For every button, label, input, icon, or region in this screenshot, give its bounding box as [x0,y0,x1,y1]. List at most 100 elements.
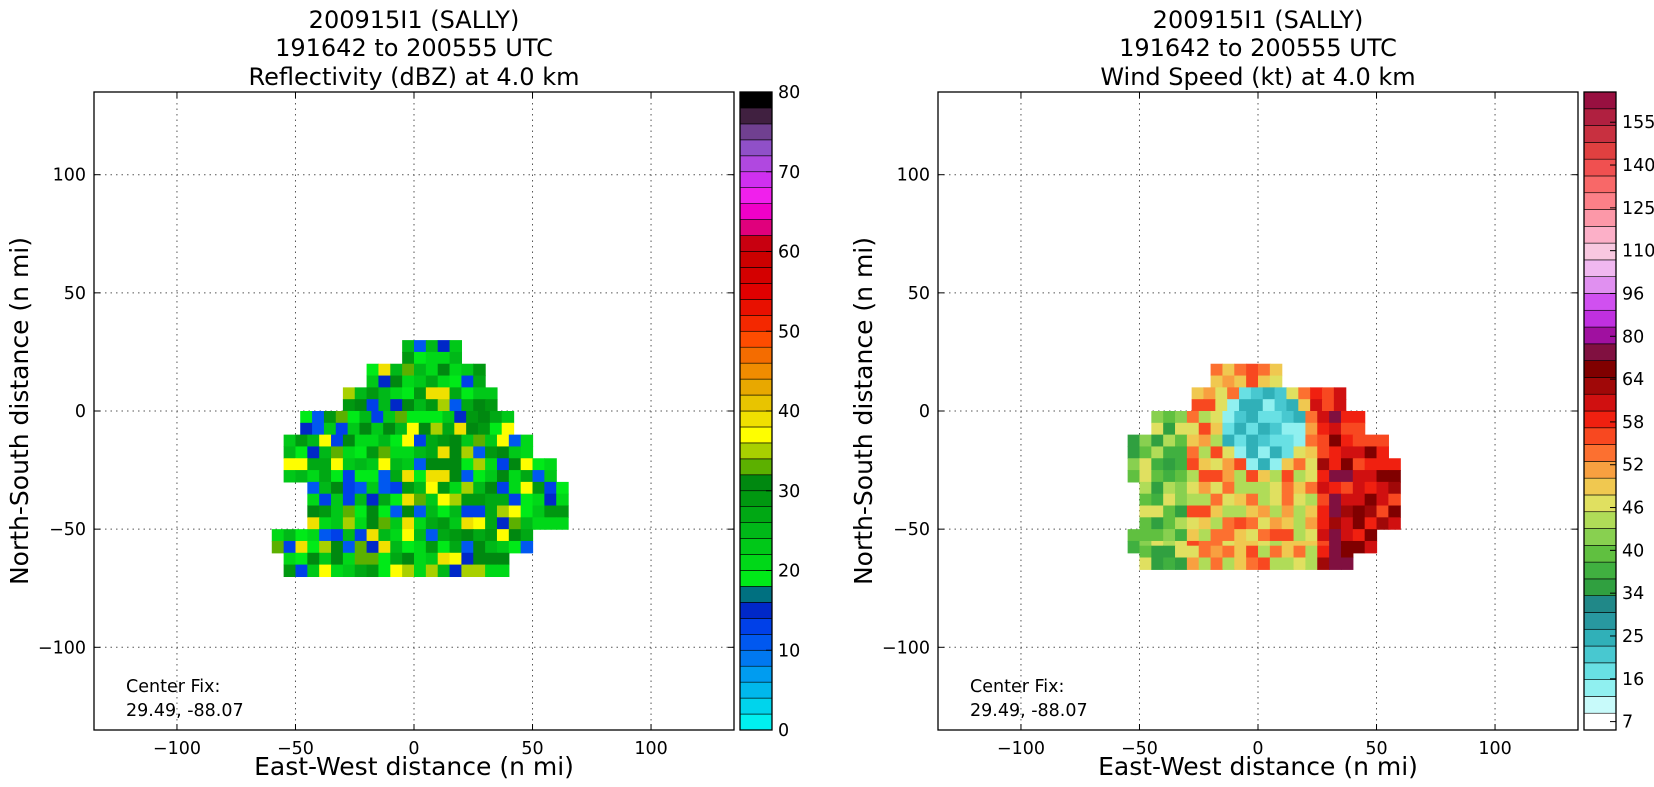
field-cell [1281,470,1295,483]
field-cell [1274,387,1288,400]
field-cell [1203,387,1216,400]
field-cell [1269,363,1283,377]
field-cell [437,387,451,400]
field-cell [1364,458,1378,471]
field-cell [1340,470,1354,483]
field-cell [414,399,427,412]
field-cell [319,493,332,507]
field-cell [378,446,391,459]
field-cell [437,529,451,542]
field-cell [1376,505,1389,518]
field-cell [1388,458,1401,471]
reflectivity-colorbar: 0 10 20 30 40 50 60 70 80 [739,83,800,741]
field-cell [430,411,444,424]
field-cell [1127,529,1141,542]
colorbar-segment [739,235,773,252]
field-cell [520,470,534,483]
y-ticks: −100 −50 0 50 100 [38,166,734,658]
field-cell [520,434,534,448]
colorbar-segment [1583,528,1617,546]
field-cell [1175,517,1188,530]
field-cell [466,411,479,424]
field-cell [1340,529,1354,542]
field-cell [342,517,356,530]
title-line-2: 191642 to 200555 UTC [1119,34,1397,62]
field-cell [402,375,415,388]
wind-speed-panel: 200915I1 (SALLY) 191642 to 200555 UTC Wi… [849,6,1654,781]
field-cell [402,446,415,459]
field-cell [520,481,534,495]
colorbar-segment [739,139,773,157]
colorbar-tick-label: 60 [778,243,800,263]
field-cell [1239,399,1252,412]
field-cell [378,564,391,578]
x-ticks: −100 −50 0 50 100 [997,92,1512,759]
colorbar-segment [1583,461,1617,479]
field-cell [1317,458,1330,471]
field-cell [1246,505,1259,518]
field-cell [307,540,320,554]
colorbar-tick-label: 64 [1622,370,1644,390]
field-cell [1317,434,1330,448]
field-cell [342,434,356,448]
title-line-3: Reflectivity (dBZ) at 4.0 km [249,63,580,91]
colorbar-segment [739,618,773,635]
field-cell [312,411,325,424]
field-cell [390,481,403,495]
field-cell [1281,493,1295,507]
colorbar-segment [739,681,773,699]
field-cell [402,387,415,400]
field-cell [1246,446,1259,459]
field-cell [466,422,479,436]
field-cell [295,434,308,448]
field-cell [501,411,515,424]
x-tick-label: −100 [997,739,1045,759]
field-cell [414,470,427,483]
field-cell [449,434,463,448]
field-cell [402,505,415,518]
colorbar-segment [739,442,773,460]
field-cell [1269,545,1283,559]
field-cell [366,564,380,578]
field-cell [1175,529,1188,542]
field-cell [1364,481,1378,495]
colorbar-tick-label: 30 [778,482,800,502]
field-cell [300,411,313,424]
colorbar-segment [1583,410,1617,429]
field-cell [1258,470,1271,483]
field-cell [449,564,463,578]
field-cell [1191,387,1205,400]
field-cell [532,470,545,483]
field-cell [1376,517,1389,530]
field-cell [414,387,427,400]
field-cell [1222,363,1235,377]
field-cell [1246,557,1259,570]
field-cell [473,505,486,518]
field-cell [354,446,368,459]
field-cell [1364,540,1378,554]
field-cell [1139,481,1152,495]
field-cell [354,540,368,554]
field-cell [354,470,368,483]
colorbar-segment [739,538,773,555]
field-cell [283,552,297,566]
field-cell [1376,446,1389,459]
field-cell [295,458,308,471]
field-cell [319,540,332,554]
field-cell [556,505,569,518]
field-cell [378,552,391,566]
field-cell [461,564,474,578]
colorbar-tick-label: 110 [1622,242,1654,262]
field-cell [1139,458,1152,471]
field-cell [1151,481,1164,495]
field-cell [449,552,463,566]
field-cell [1269,446,1283,459]
colorbar-segment [1583,326,1617,345]
reflectivity-panel: 200915I1 (SALLY) 191642 to 200555 UTC Re… [5,6,800,781]
field-cell [1163,434,1176,448]
center-fix-label: Center Fix: [126,677,220,697]
field-cell [425,351,439,365]
field-cell [1139,517,1152,530]
field-cell [1210,375,1224,388]
field-cell [1127,434,1141,448]
